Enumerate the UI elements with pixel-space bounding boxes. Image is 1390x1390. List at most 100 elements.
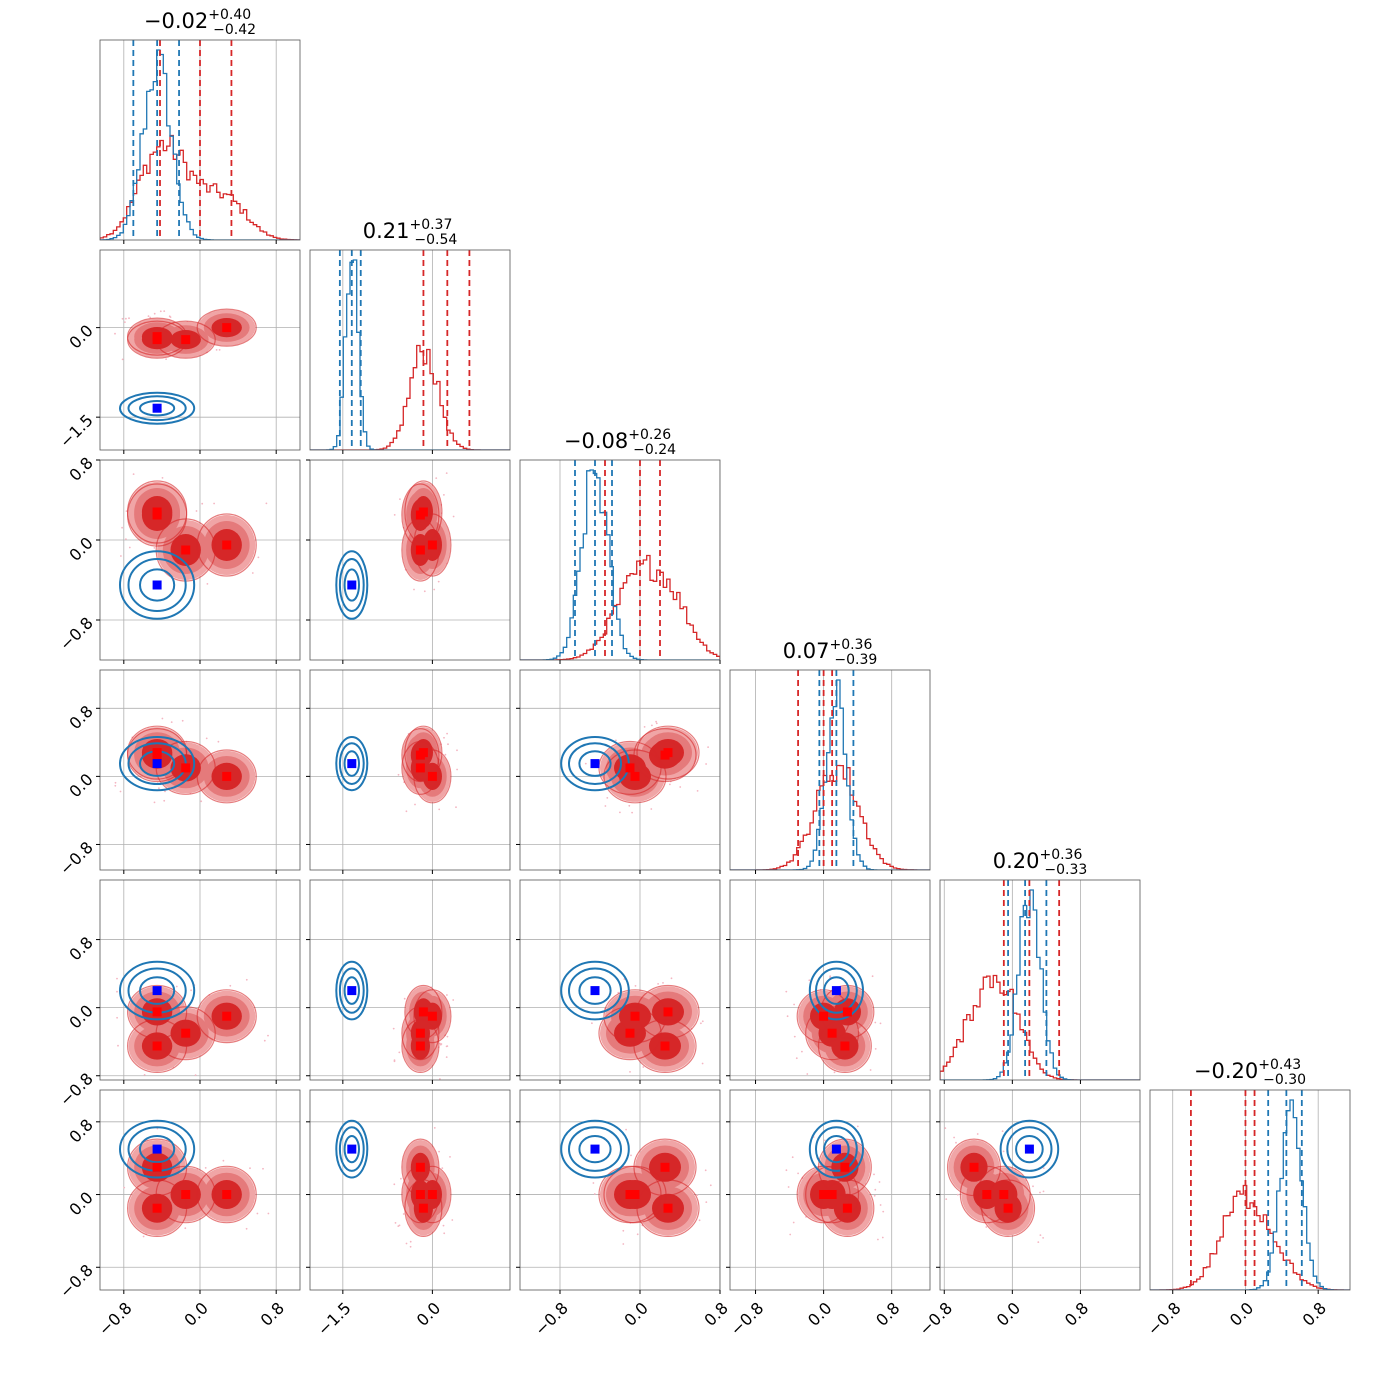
red-contour <box>603 749 667 804</box>
scatter-point <box>829 976 831 979</box>
red-marker <box>222 1011 232 1021</box>
scatter-point <box>393 1183 396 1186</box>
scatter-point <box>438 808 441 811</box>
scatter-point <box>161 717 164 720</box>
title-plus: +0.37 <box>409 217 452 233</box>
scatter-point <box>215 349 218 351</box>
panel-5-3: −0.8 0.0 0.8 <box>726 1089 931 1339</box>
scatter-point <box>696 1194 699 1196</box>
scatter-point <box>201 502 204 505</box>
scatter-point <box>824 1139 826 1142</box>
red-contour <box>404 984 443 1039</box>
red-histogram <box>940 974 1140 1080</box>
scatter-point <box>1039 1234 1042 1236</box>
scatter-point <box>120 555 122 557</box>
scatter-point <box>205 737 208 740</box>
scatter-point <box>442 1224 445 1227</box>
scatter-point <box>701 1020 704 1023</box>
scatter-point <box>882 1210 885 1213</box>
scatter-point <box>438 1150 440 1153</box>
diag-panel-2: −0.08+0.26 −0.24 <box>519 427 721 664</box>
blue-contour-0 <box>578 750 612 777</box>
red-contour <box>633 1138 697 1197</box>
red-marker <box>181 1190 191 1199</box>
scatter-point <box>879 1204 882 1206</box>
panel-content <box>310 1090 510 1290</box>
panel-content <box>100 880 300 1080</box>
title-median: −0.08 <box>564 429 628 453</box>
x-tick-label: 0.8 <box>257 1298 288 1329</box>
scatter-point <box>878 1181 881 1183</box>
blue-contour-0 <box>139 976 176 1005</box>
blue-contour-1 <box>568 1126 622 1172</box>
red-marker <box>819 1190 829 1199</box>
blue-marker <box>347 580 357 590</box>
panel-title: −0.08+0.26 −0.24 <box>564 427 676 458</box>
blue-contour-0 <box>1015 1135 1044 1164</box>
y-tick-label: 0.8 <box>65 702 96 733</box>
blue-contour-2 <box>999 1119 1060 1179</box>
red-marker <box>827 1028 837 1038</box>
panel-frame <box>519 459 721 661</box>
red-histogram <box>1150 1184 1350 1290</box>
panel-3-2 <box>516 669 721 874</box>
blue-marker <box>347 1144 357 1154</box>
red-histogram <box>520 554 720 660</box>
scatter-point <box>267 1034 269 1037</box>
title-plus: +0.40 <box>208 7 251 23</box>
panel-content <box>520 1090 720 1290</box>
scatter-point <box>945 1198 948 1200</box>
red-contour <box>820 1179 875 1238</box>
red-marker <box>630 771 640 781</box>
scatter-point <box>128 546 131 549</box>
scatter-point <box>441 1167 444 1169</box>
blue-marker <box>152 403 162 413</box>
scatter-point <box>397 773 400 776</box>
scatter-point <box>125 510 128 512</box>
scatter-point <box>213 502 216 505</box>
red-marker <box>969 1162 979 1172</box>
red-contour <box>127 728 188 783</box>
panel-frame <box>519 879 721 1081</box>
x-tick-label: −0.8 <box>915 1298 956 1339</box>
blue-contour-1 <box>127 395 187 422</box>
scatter-point <box>976 1133 979 1135</box>
scatter-point <box>877 1238 879 1241</box>
scatter-point <box>245 978 248 981</box>
x-tick-label: 0.0 <box>1226 1298 1257 1329</box>
scatter-point <box>443 1232 446 1235</box>
red-marker <box>842 1007 852 1017</box>
blue-contour-1 <box>338 558 365 612</box>
blue-marker <box>590 759 600 769</box>
blue-contour-0 <box>823 976 850 1005</box>
red-contour <box>946 1138 1001 1197</box>
scatter-point <box>874 1188 877 1191</box>
scatter-point <box>591 1022 593 1025</box>
scatter-point <box>787 1186 790 1188</box>
blue-contour-1 <box>568 967 622 1014</box>
red-marker <box>660 1041 670 1051</box>
blue-contour-2 <box>335 550 369 620</box>
scatter-point <box>117 1044 119 1047</box>
title-plus: +0.36 <box>1039 847 1082 863</box>
red-marker <box>152 1162 162 1172</box>
panel-frame <box>309 249 511 451</box>
blue-contour-1 <box>338 742 365 785</box>
scatter-point <box>606 797 609 799</box>
scatter-point <box>874 1021 877 1024</box>
panel-content <box>100 40 300 240</box>
scatter-point <box>833 1071 836 1074</box>
red-marker <box>630 1190 640 1199</box>
red-marker <box>1003 1203 1013 1213</box>
scatter-point <box>619 811 621 814</box>
y-tick-label: 0.8 <box>65 1115 96 1146</box>
blue-contour-1 <box>815 1126 858 1172</box>
red-contour <box>805 1165 860 1224</box>
scatter-point <box>393 514 396 516</box>
blue-marker <box>152 986 162 996</box>
panel-1-0: −1.5 0.0 <box>56 249 301 454</box>
red-marker <box>222 1190 232 1199</box>
x-tick-label: 0.0 <box>620 1298 651 1329</box>
red-contour <box>959 1165 1014 1224</box>
scatter-point <box>413 588 415 591</box>
